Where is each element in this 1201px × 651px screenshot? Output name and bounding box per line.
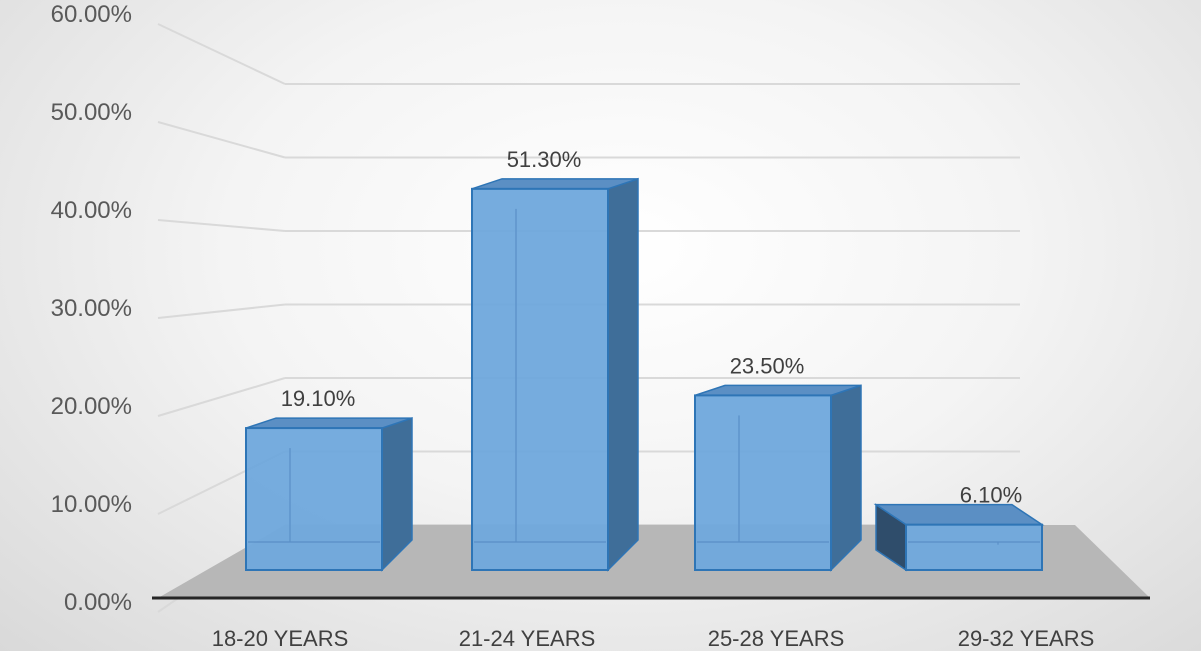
bar-top <box>694 384 862 397</box>
y-tick-label: 60.00% <box>51 1 132 28</box>
bar <box>694 394 832 571</box>
bar-side <box>607 177 639 572</box>
data-label: 19.10% <box>281 386 356 411</box>
y-tick-label: 20.00% <box>51 393 132 420</box>
bar <box>471 187 609 571</box>
y-tick-label: 10.00% <box>51 491 132 518</box>
bar <box>905 523 1043 571</box>
bars <box>245 177 1045 572</box>
y-tick-label: 40.00% <box>51 197 132 224</box>
y-tick-label: 0.00% <box>64 589 132 616</box>
x-tick-label: 21-24 YEARS <box>459 626 596 651</box>
bar-top <box>471 178 639 190</box>
bar-top <box>245 417 413 429</box>
data-label: 6.10% <box>960 483 1022 508</box>
x-tick-label: 29-32 YEARS <box>958 626 1095 651</box>
y-tick-label: 50.00% <box>51 99 132 126</box>
x-tick-label: 25-28 YEARS <box>708 626 845 651</box>
x-tick-label: 18-20 YEARS <box>212 626 349 651</box>
y-tick-label: 30.00% <box>51 295 132 322</box>
axes: 0.00% 10.00% 20.00% 30.00% 40.00% 50.00% 60.00… <box>51 1 1150 651</box>
data-label: 51.30% <box>507 147 582 172</box>
gridline-leg <box>157 121 286 159</box>
gridline-leg <box>157 303 286 319</box>
gridline-leg <box>157 219 286 232</box>
bar-side <box>830 384 862 572</box>
data-labels: 19.10% 51.30% 23.50% 6.10% <box>281 147 1023 508</box>
data-label: 23.50% <box>730 353 805 378</box>
gridline-leg <box>157 377 286 417</box>
gridline-leg <box>157 23 286 85</box>
bar <box>245 427 383 571</box>
